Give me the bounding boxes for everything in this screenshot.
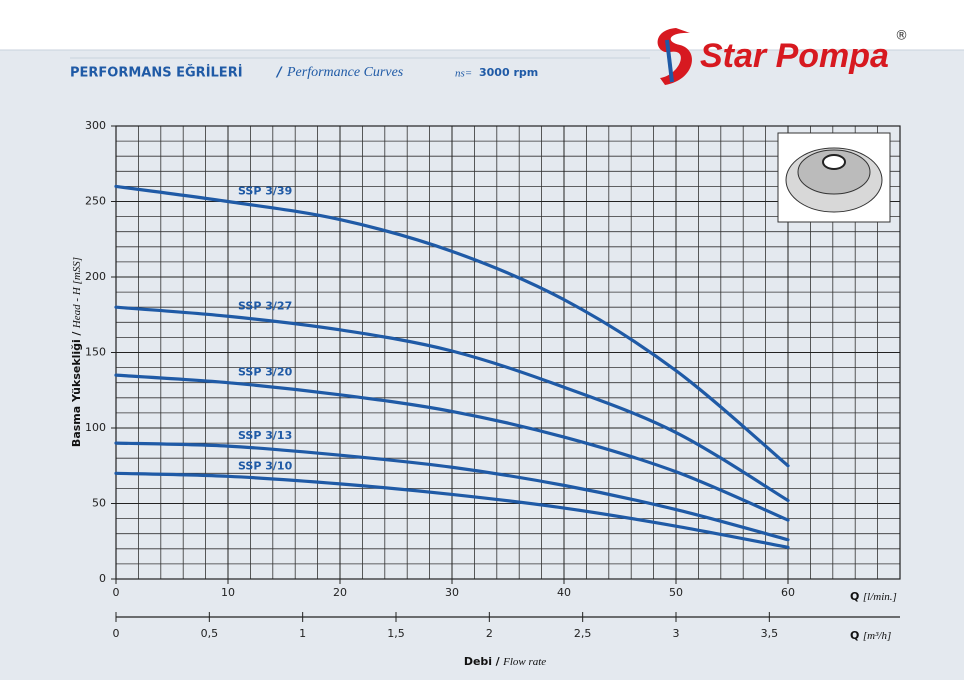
y-label-tr: Basma Yüksekliği: [70, 339, 83, 447]
x-label-unit: [l/min.]: [863, 591, 897, 603]
y-tick-label: 250: [85, 195, 106, 208]
curve: [114, 305, 790, 503]
y-label-en: Head - H [mSS]: [71, 257, 83, 329]
x-axis-label: Q [l/min.]: [850, 590, 897, 603]
x2-tick-label: 1,5: [387, 627, 405, 640]
curve: [114, 184, 790, 468]
x-tick-label: 60: [781, 586, 795, 599]
curve: [114, 471, 790, 549]
flow-label-slash: /: [496, 655, 501, 668]
y-tick-label: 50: [92, 497, 106, 510]
flow-label-en: Flow rate: [502, 656, 546, 668]
x-tick-label: 10: [221, 586, 235, 599]
series-label: SSP 3/39: [238, 185, 292, 198]
x-tick-label: 0: [113, 586, 120, 599]
logo-text: Star Pompa: [700, 37, 889, 75]
y-tick-label: 200: [85, 270, 106, 283]
speed-value: 3000 rpm: [479, 66, 538, 79]
title: PERFORMANS EĞRİLERİ: [70, 65, 243, 81]
speed-label: ns=: [455, 68, 472, 80]
logo: Star Pompa ®: [657, 28, 908, 85]
x2-tick-label: 0: [113, 627, 120, 640]
flow-label-tr: Debi: [464, 655, 492, 668]
y-label-slash: /: [70, 331, 83, 336]
x2-label-unit: [m³/h]: [863, 630, 891, 642]
x-label-q: Q: [850, 590, 859, 603]
x-tick-label: 50: [669, 586, 683, 599]
x2-label-q: Q: [850, 629, 859, 642]
impeller-hub: [822, 154, 846, 170]
flow-label: Debi / Flow rate: [464, 655, 546, 668]
impeller-top: [797, 149, 871, 195]
plot: SSP 3/39 SSP 3/27 SSP 3/20 SSP 3/13 SSP 3/10: [114, 184, 790, 549]
logo-symbol-bar: [665, 39, 674, 83]
grid: [111, 125, 901, 584]
x2-tick-label: 2,5: [574, 627, 592, 640]
x2-tick-label: 3: [673, 627, 680, 640]
title-slash: /: [275, 66, 283, 81]
impeller-image: [777, 132, 891, 223]
y-tick-label: 150: [85, 346, 106, 359]
x2-tick-label: 3,5: [761, 627, 779, 640]
x2-tick-label: 2: [486, 627, 493, 640]
y-axis-label: Basma Yüksekliği / Head - H [mSS]: [70, 257, 83, 447]
series-label: SSP 3/27: [238, 299, 292, 312]
x2-tick-label: 0,5: [201, 627, 219, 640]
x-tick-label: 40: [557, 586, 571, 599]
curve: [114, 441, 790, 542]
y-tick-label: 100: [85, 421, 106, 434]
x-tick-label: 30: [445, 586, 459, 599]
series-label: SSP 3/20: [238, 366, 293, 379]
y-tick-label: 0: [99, 572, 106, 585]
x2-axis-label: Q [m³/h]: [850, 629, 891, 642]
series-label: SSP 3/13: [238, 429, 292, 442]
curve: [114, 373, 790, 522]
x2-tick-label: 1: [299, 627, 306, 640]
subtitle: Performance Curves: [286, 65, 404, 80]
x-tick-label: 20: [333, 586, 347, 599]
logo-registered: ®: [895, 29, 908, 44]
series-label: SSP 3/10: [238, 459, 293, 472]
y-tick-label: 300: [85, 119, 106, 132]
